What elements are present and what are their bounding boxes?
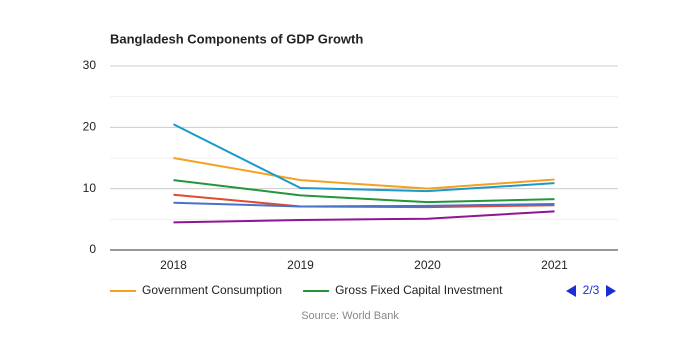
series-line: [173, 201, 555, 208]
legend-prev[interactable]: [566, 285, 576, 297]
chart-title: Bangladesh Components of GDP Growth: [110, 31, 363, 46]
source: Source: World Bank: [301, 310, 399, 322]
y-tick-label: 20: [83, 120, 97, 134]
legend-page: 2/3: [583, 283, 600, 297]
legend-next[interactable]: [606, 285, 616, 297]
legend-label: Government Consumption: [142, 283, 282, 297]
x-tick-label: 2019: [287, 258, 314, 272]
y-tick-label: 30: [83, 58, 97, 72]
series-line: [173, 157, 555, 190]
series-line: [173, 210, 555, 224]
series-line: [173, 179, 555, 204]
series-line: [173, 123, 555, 193]
x-tick-label: 2021: [541, 258, 568, 272]
legend-label: Gross Fixed Capital Investment: [335, 283, 503, 297]
y-tick-label: 0: [89, 242, 96, 256]
y-tick-label: 10: [83, 181, 97, 195]
x-tick-label: 2020: [414, 258, 441, 272]
x-tick-label: 2018: [160, 258, 187, 272]
